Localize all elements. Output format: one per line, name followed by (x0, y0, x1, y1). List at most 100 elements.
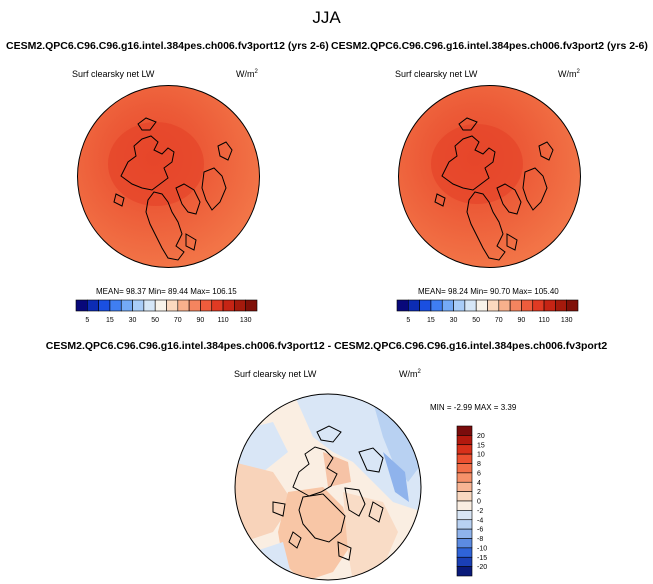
diff-field (235, 394, 421, 580)
diff-map-border (234, 393, 422, 581)
colorbar-box (132, 299, 145, 312)
colorbar-tick-label: 15 (477, 442, 485, 449)
left-units-label: W/m2 (236, 69, 258, 79)
colorbar-box (456, 453, 473, 464)
colorbar-box (456, 463, 473, 474)
diff-coastlines (272, 425, 384, 561)
colorbar-box (408, 299, 420, 312)
right-colorbar-boxes (396, 299, 579, 312)
colorbar-box (166, 299, 179, 312)
colorbar-box (464, 299, 477, 312)
colorbar-tick-label: 15 (106, 317, 114, 324)
colorbar-box (543, 299, 556, 312)
colorbar-tick-label: 20 (477, 433, 485, 440)
colorbar-box (109, 299, 122, 312)
colorbar-box (188, 299, 201, 312)
colorbar-box (98, 299, 111, 312)
colorbar-box (509, 299, 522, 312)
colorbar-tick-label: -2 (477, 508, 483, 515)
season-title: JJA (312, 8, 341, 27)
colorbar-box (456, 547, 473, 558)
colorbar-tick-label: -20 (477, 564, 487, 571)
colorbar-tick-label: -6 (477, 527, 483, 534)
left-coastlines (113, 117, 233, 261)
colorbar-tick-label: -15 (477, 555, 487, 562)
colorbar-box (456, 538, 473, 549)
colorbar-tick-label: 70 (174, 317, 182, 324)
difference-panel-title: CESM2.QPC6.C96.C96.g16.intel.384pes.ch00… (45, 340, 608, 352)
colorbar-box (487, 299, 500, 312)
colorbar-box (456, 510, 473, 521)
colorbar-box (566, 299, 579, 312)
colorbar-tick-label: 6 (477, 470, 481, 477)
left-polar-map (77, 85, 260, 268)
colorbar-tick-label: 0 (477, 499, 481, 506)
colorbar-tick-label: 30 (129, 317, 137, 324)
colorbar-box (456, 500, 473, 511)
colorbar-tick-label: -10 (477, 545, 487, 552)
right-units-label: W/m2 (558, 69, 580, 79)
diff-stats: MIN = -2.99 MAX = 3.39 (430, 403, 517, 412)
colorbar-box (456, 566, 473, 577)
colorbar-tick-label: 4 (477, 480, 481, 487)
right-colorbar: 5 15 30 50 70 90 110 130 (396, 299, 579, 324)
colorbar-tick-label: 10 (477, 452, 485, 459)
colorbar-box (75, 299, 88, 312)
left-colorbar: 5 15 30 50 70 90 110 130 (75, 299, 258, 324)
colorbar-box (245, 299, 258, 312)
difference-polar-map (234, 393, 422, 581)
right-variable-label: Surf clearsky net LW (395, 69, 478, 79)
right-polar-map (398, 85, 581, 268)
colorbar-box (521, 299, 534, 312)
colorbar-box (419, 299, 432, 312)
colorbar-tick-label: 8 (477, 461, 481, 468)
colorbar-box (456, 528, 473, 539)
colorbar-box (430, 299, 443, 312)
colorbar-box (453, 299, 466, 312)
colorbar-box (396, 299, 409, 312)
colorbar-tick-label: 30 (450, 317, 458, 324)
colorbar-tick-label: 130 (561, 317, 573, 324)
colorbar-box (532, 299, 545, 312)
diff-variable-label: Surf clearsky net LW (234, 369, 317, 379)
colorbar-box (456, 472, 473, 483)
colorbar-tick-label: 90 (197, 317, 205, 324)
colorbar-box (87, 299, 99, 312)
left-colorbar-boxes (75, 299, 258, 312)
colorbar-tick-label: 50 (472, 317, 480, 324)
colorbar-box (120, 299, 133, 312)
right-panel-title: CESM2.QPC6.C96.C96.g16.intel.384pes.ch00… (331, 40, 648, 52)
colorbar-box (143, 299, 156, 312)
colorbar-box (234, 299, 246, 312)
colorbar-box (441, 299, 454, 312)
colorbar-tick-label: 130 (240, 317, 252, 324)
left-arctic-core (108, 122, 204, 206)
left-colorbar-ticks: 5 15 30 50 70 90 110 130 (85, 317, 251, 324)
colorbar-tick-label: 90 (518, 317, 526, 324)
colorbar-box (222, 299, 235, 312)
colorbar-box (475, 299, 488, 312)
left-stats: MEAN= 98.37 Min= 89.44 Max= 106.15 (96, 287, 237, 296)
colorbar-tick-label: 15 (427, 317, 435, 324)
colorbar-tick-label: 5 (85, 317, 89, 324)
colorbar-box (456, 444, 473, 455)
colorbar-tick-label: 2 (477, 489, 481, 496)
colorbar-box (498, 299, 511, 312)
colorbar-box (177, 299, 190, 312)
colorbar-box (200, 299, 213, 312)
colorbar-box (456, 491, 473, 502)
colorbar-box (456, 435, 473, 446)
colorbar-tick-label: -8 (477, 536, 483, 543)
colorbar-tick-label: 5 (406, 317, 410, 324)
colorbar-tick-label: -4 (477, 517, 483, 524)
right-colorbar-ticks: 5 15 30 50 70 90 110 130 (406, 317, 572, 324)
colorbar-box (456, 519, 473, 530)
colorbar-tick-label: 110 (217, 317, 228, 324)
colorbar-box (211, 299, 224, 312)
colorbar-box (154, 299, 167, 312)
colorbar-tick-label: 70 (495, 317, 503, 324)
colorbar-tick-label: 110 (538, 317, 549, 324)
diff-units-label: W/m2 (399, 369, 421, 379)
